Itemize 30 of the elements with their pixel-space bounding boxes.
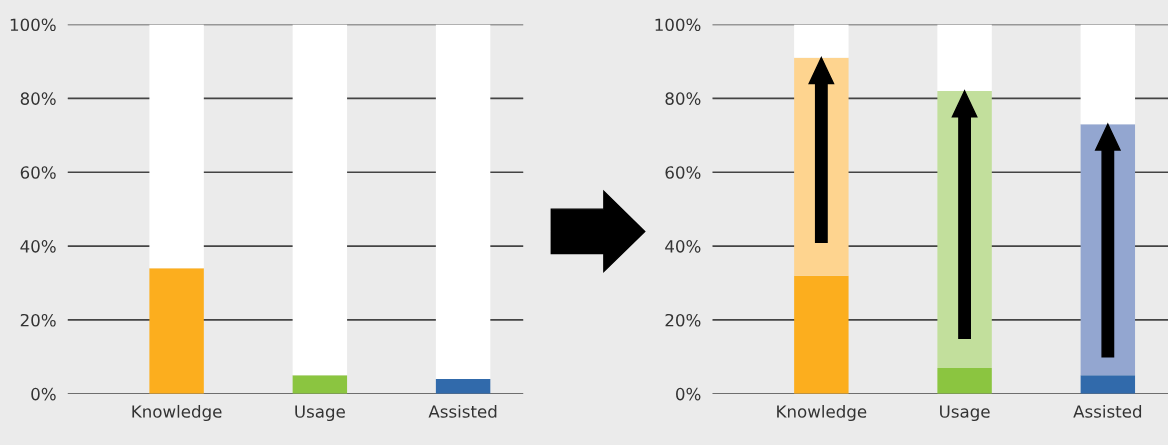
bar — [794, 275, 849, 394]
y-tick-label: 0% — [676, 387, 701, 401]
x-tick-label: Assisted — [428, 404, 497, 418]
x-tick-label: Usage — [295, 405, 345, 422]
y-tick-label: 20% — [20, 313, 56, 327]
y-tick-label: 0% — [31, 387, 56, 401]
bar — [1080, 375, 1136, 394]
bar — [435, 24, 491, 380]
y-tick-label: 60% — [20, 166, 56, 179]
bar — [149, 268, 204, 394]
y-tick-label: 40% — [20, 240, 56, 253]
bar — [292, 24, 348, 376]
y-tick-label: 100% — [10, 18, 56, 32]
y-tick-label: 80% — [665, 92, 701, 105]
y-tick-label: 20% — [665, 313, 701, 327]
bar — [937, 24, 992, 91]
x-tick-label: Knowledge — [777, 404, 867, 422]
bar — [794, 24, 849, 58]
y-tick-label: 60% — [665, 166, 701, 179]
x-tick-label: Assisted — [1073, 404, 1142, 418]
bar — [1080, 24, 1136, 125]
x-tick-label: Knowledge — [132, 404, 222, 422]
bar — [435, 379, 491, 394]
x-tick-label: Usage — [940, 405, 990, 422]
bar — [937, 367, 992, 394]
y-tick-label: 100% — [655, 18, 701, 32]
y-tick-label: 40% — [665, 240, 701, 253]
bar — [292, 375, 348, 394]
bar — [149, 24, 204, 269]
y-tick-label: 80% — [20, 92, 56, 105]
